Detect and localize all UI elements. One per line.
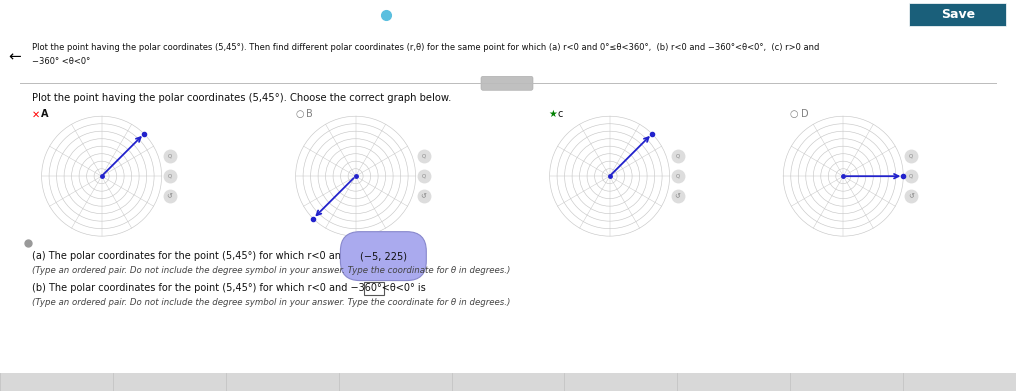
Text: Save: Save <box>941 8 975 21</box>
Text: (Type an ordered pair. Do not include the degree symbol in your answer. Type the: (Type an ordered pair. Do not include th… <box>31 298 510 307</box>
Text: ★: ★ <box>548 109 557 119</box>
Text: Q: Q <box>909 174 913 179</box>
Bar <box>0 373 1016 391</box>
Text: A: A <box>41 109 49 119</box>
Text: Q: Q <box>676 154 680 159</box>
Text: c: c <box>557 109 563 119</box>
Text: Q: Q <box>676 174 680 179</box>
Text: Q: Q <box>909 154 913 159</box>
Text: ○: ○ <box>295 109 304 119</box>
Text: Part 3 of 4: Part 3 of 4 <box>404 10 469 20</box>
Text: Q: Q <box>168 154 172 159</box>
Text: Q: Q <box>422 174 426 179</box>
Text: (−5, 225): (−5, 225) <box>360 251 406 261</box>
Text: (b) The polar coordinates for the point (5,45°) for which r<0 and −360°<θ<0° is: (b) The polar coordinates for the point … <box>31 283 426 293</box>
Text: Q: Q <box>422 154 426 159</box>
Text: ✕: ✕ <box>31 109 40 119</box>
Text: ↺: ↺ <box>421 193 427 199</box>
Text: Q: Q <box>168 174 172 179</box>
FancyBboxPatch shape <box>364 282 384 295</box>
Text: ↺: ↺ <box>675 193 681 199</box>
Text: (Type an ordered pair. Do not include the degree symbol in your answer. Type the: (Type an ordered pair. Do not include th… <box>31 266 510 275</box>
Text: Plot the point having the polar coordinates (5,45°). Then find different polar c: Plot the point having the polar coordina… <box>31 43 819 52</box>
Text: ○: ○ <box>790 109 799 119</box>
Text: ○  Points: 0 of 4: ○ Points: 0 of 4 <box>595 10 685 20</box>
Text: Plot the point having the polar coordinates (5,45°). Choose the correct graph be: Plot the point having the polar coordina… <box>31 93 451 103</box>
Text: ↺: ↺ <box>908 193 914 199</box>
FancyBboxPatch shape <box>481 76 533 90</box>
Text: D: D <box>801 109 809 119</box>
FancyBboxPatch shape <box>909 3 1006 26</box>
Text: ←: ← <box>8 49 20 64</box>
Text: B: B <box>306 109 313 119</box>
Text: −360° <θ<0°: −360° <θ<0° <box>31 57 90 66</box>
Text: ↺: ↺ <box>167 193 173 199</box>
Text: (a) The polar coordinates for the point (5,45°) for which r<0 and 0°≤θ<360° is: (a) The polar coordinates for the point … <box>31 251 421 261</box>
